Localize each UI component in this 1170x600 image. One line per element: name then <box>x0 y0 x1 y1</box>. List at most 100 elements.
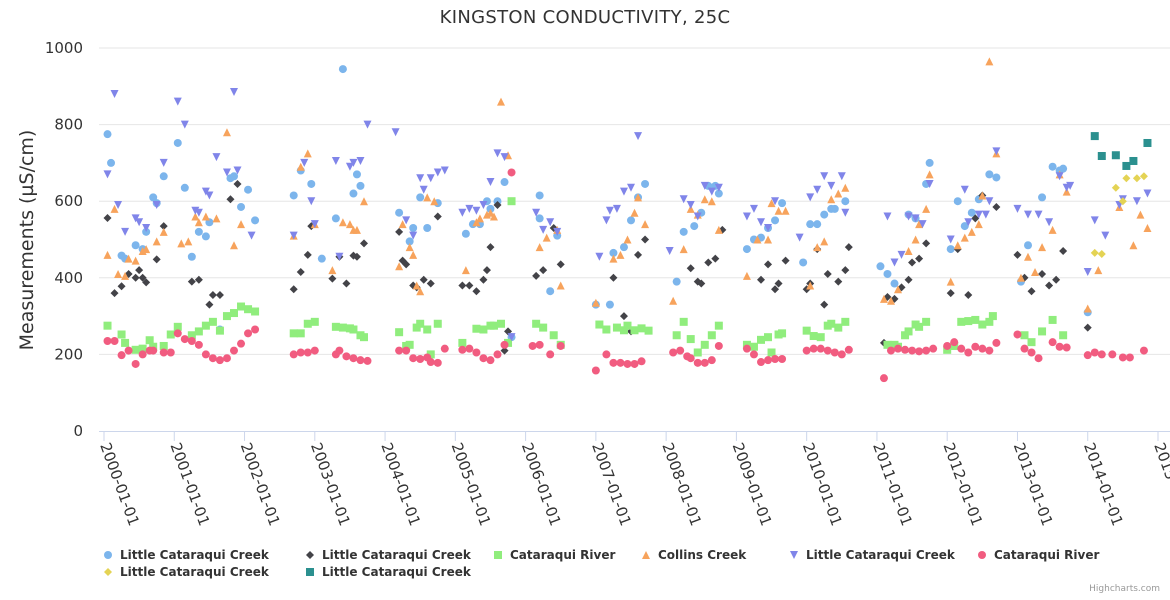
data-point[interactable] <box>303 250 312 259</box>
data-point[interactable] <box>121 338 130 347</box>
data-point[interactable] <box>1143 224 1152 233</box>
data-point[interactable] <box>222 128 231 137</box>
data-point[interactable] <box>616 358 625 367</box>
data-point[interactable] <box>556 341 565 350</box>
data-point[interactable] <box>237 202 246 211</box>
data-point[interactable] <box>813 220 822 229</box>
data-point[interactable] <box>338 323 347 332</box>
data-point[interactable] <box>1059 246 1068 255</box>
data-point[interactable] <box>458 345 467 354</box>
data-point[interactable] <box>121 227 130 236</box>
data-point[interactable] <box>841 317 850 326</box>
data-point[interactable] <box>967 227 976 236</box>
data-point[interactable] <box>967 208 976 217</box>
data-point[interactable] <box>307 179 316 188</box>
data-point[interactable] <box>974 220 983 229</box>
data-point[interactable] <box>328 274 337 283</box>
data-point[interactable] <box>303 348 312 357</box>
data-point[interactable] <box>978 344 987 353</box>
data-point[interactable] <box>774 206 783 215</box>
data-point[interactable] <box>1013 330 1022 339</box>
data-point[interactable] <box>497 97 506 106</box>
data-point[interactable] <box>423 325 432 334</box>
data-point[interactable] <box>795 233 804 242</box>
data-point[interactable] <box>152 255 161 264</box>
data-point[interactable] <box>641 235 650 244</box>
data-point[interactable] <box>771 197 780 206</box>
data-point[interactable] <box>686 335 695 344</box>
data-point[interactable] <box>756 275 765 284</box>
data-point[interactable] <box>1024 252 1033 261</box>
data-point[interactable] <box>166 348 175 357</box>
data-point[interactable] <box>1097 250 1106 259</box>
data-point[interactable] <box>296 329 305 338</box>
data-point[interactable] <box>201 232 210 241</box>
data-point[interactable] <box>103 321 112 330</box>
data-point[interactable] <box>349 158 358 167</box>
data-point[interactable] <box>1055 342 1064 351</box>
data-point[interactable] <box>813 185 822 194</box>
data-point[interactable] <box>693 358 702 367</box>
data-point[interactable] <box>215 356 224 365</box>
data-point[interactable] <box>409 354 418 363</box>
legend-item[interactable]: Little Cataraqui Creek <box>302 563 490 580</box>
data-point[interactable] <box>1045 281 1054 290</box>
data-point[interactable] <box>834 323 843 332</box>
data-point[interactable] <box>809 332 818 341</box>
data-point[interactable] <box>493 201 502 210</box>
data-point[interactable] <box>605 206 614 215</box>
data-point[interactable] <box>142 224 151 233</box>
data-point[interactable] <box>834 277 843 286</box>
data-point[interactable] <box>296 268 305 277</box>
data-point[interactable] <box>201 350 210 359</box>
data-point[interactable] <box>247 231 256 240</box>
data-point[interactable] <box>904 327 913 336</box>
data-point[interactable] <box>960 222 969 231</box>
data-point[interactable] <box>342 352 351 361</box>
data-point[interactable] <box>103 130 112 139</box>
data-point[interactable] <box>830 204 839 213</box>
data-point[interactable] <box>180 335 189 344</box>
data-point[interactable] <box>1038 243 1047 252</box>
legend-item[interactable]: Cataraqui River <box>490 546 638 563</box>
data-point[interactable] <box>173 138 182 147</box>
data-point[interactable] <box>433 212 442 221</box>
data-point[interactable] <box>497 319 506 328</box>
legend-item[interactable]: Little Cataraqui Creek <box>100 546 302 563</box>
data-point[interactable] <box>229 172 238 181</box>
data-point[interactable] <box>742 212 751 221</box>
data-point[interactable] <box>602 325 611 334</box>
data-point[interactable] <box>714 321 723 330</box>
data-point[interactable] <box>837 172 846 181</box>
data-point[interactable] <box>781 206 790 215</box>
data-point[interactable] <box>1122 174 1131 183</box>
data-point[interactable] <box>749 350 758 359</box>
data-point[interactable] <box>131 241 140 250</box>
data-point[interactable] <box>352 225 361 234</box>
data-point[interactable] <box>107 158 116 167</box>
data-point[interactable] <box>138 344 147 353</box>
data-point[interactable] <box>145 336 154 345</box>
data-point[interactable] <box>679 227 688 236</box>
data-point[interactable] <box>194 208 203 217</box>
data-point[interactable] <box>398 220 407 229</box>
data-point[interactable] <box>886 296 895 305</box>
data-point[interactable] <box>827 195 836 204</box>
data-point[interactable] <box>103 214 112 223</box>
data-point[interactable] <box>823 269 832 278</box>
data-point[interactable] <box>908 258 917 267</box>
data-point[interactable] <box>630 208 639 217</box>
data-point[interactable] <box>915 220 924 229</box>
data-point[interactable] <box>707 331 716 340</box>
data-point[interactable] <box>742 245 751 254</box>
data-point[interactable] <box>609 273 618 282</box>
legend-marker[interactable] <box>642 550 650 559</box>
data-point[interactable] <box>644 326 653 335</box>
data-point[interactable] <box>482 266 491 275</box>
data-point[interactable] <box>894 344 903 353</box>
data-point[interactable] <box>426 279 435 288</box>
data-point[interactable] <box>310 346 319 355</box>
data-point[interactable] <box>922 346 931 355</box>
data-point[interactable] <box>1045 218 1054 227</box>
data-point[interactable] <box>479 201 488 210</box>
